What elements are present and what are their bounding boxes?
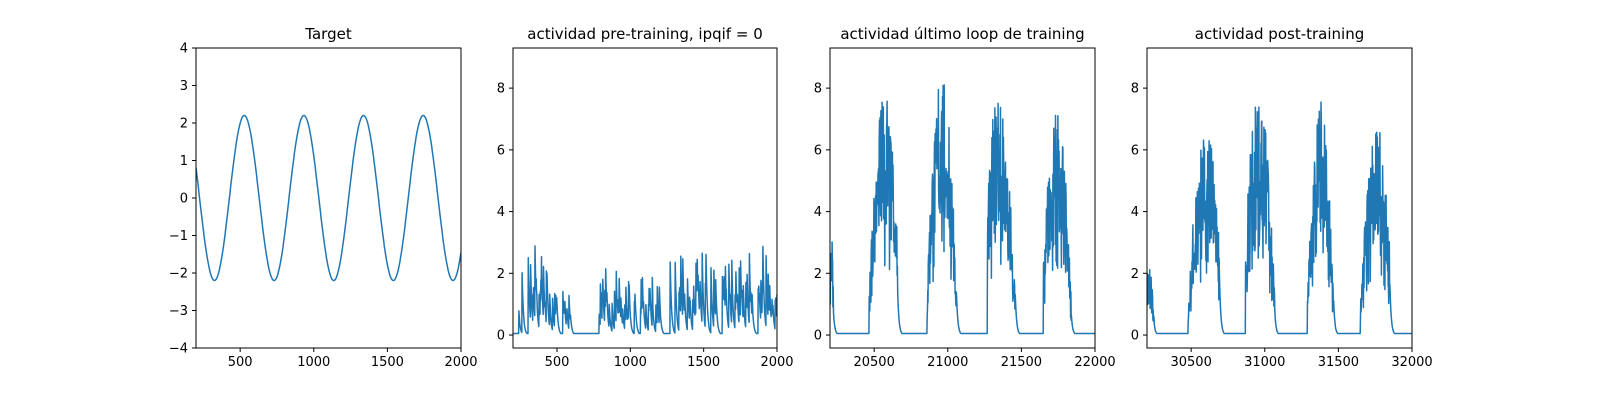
- y-tick-label: 0: [1131, 329, 1139, 344]
- y-tick-label: 3: [180, 79, 188, 94]
- y-tick-label: 2: [180, 117, 188, 132]
- panel-title: actividad último loop de training: [840, 25, 1084, 43]
- x-tick-label: 30500: [1170, 355, 1211, 370]
- x-tick-label: 500: [228, 355, 253, 370]
- x-tick-label: 1500: [371, 355, 404, 370]
- x-tick-label: 2000: [444, 355, 477, 370]
- y-tick-label: −4: [169, 342, 188, 357]
- y-tick-label: −2: [169, 267, 188, 282]
- x-tick-label: 1000: [297, 355, 330, 370]
- y-tick-label: 4: [814, 205, 822, 220]
- y-tick-label: 2: [1131, 267, 1139, 282]
- y-tick-label: 6: [1131, 143, 1139, 158]
- x-tick-label: 21500: [1001, 355, 1042, 370]
- series-line: [196, 114, 461, 282]
- panel-last-training-loop: actividad último loop de training 20500 2…: [814, 25, 1116, 370]
- x-tick-label: 2000: [760, 355, 793, 370]
- axes-frame: [512, 47, 778, 349]
- x-tick-label: 20500: [853, 355, 894, 370]
- y-tick-label: 8: [814, 82, 822, 97]
- y-tick-label: 8: [497, 82, 505, 97]
- y-tick-label: −3: [169, 304, 188, 319]
- axes-frame: [195, 47, 462, 349]
- axes-frame: [1146, 47, 1413, 349]
- panel-title: actividad pre-training, ipqif = 0: [527, 25, 763, 43]
- y-tick-label: 1: [180, 154, 188, 169]
- y-tick-label: 0: [814, 329, 822, 344]
- x-tick-label: 31000: [1244, 355, 1285, 370]
- x-tick-label: 22000: [1074, 355, 1115, 370]
- x-tick-label: 32000: [1391, 355, 1432, 370]
- panel-target: Target 500 1000 1500 2000 −4 −3 −2 −1 0 1 2 3 4: [169, 25, 478, 370]
- y-tick-label: 4: [1131, 205, 1139, 220]
- panel-title: Target: [304, 25, 352, 43]
- x-tick-label: 500: [545, 355, 570, 370]
- axes-frame: [829, 47, 1096, 349]
- y-tick-label: 2: [814, 267, 822, 282]
- panel-title: actividad post-training: [1195, 25, 1364, 43]
- y-tick-label: 0: [180, 192, 188, 207]
- y-tick-label: 6: [497, 143, 505, 158]
- series-line: [513, 245, 777, 335]
- y-tick-label: 4: [180, 42, 188, 57]
- x-tick-label: 21000: [927, 355, 968, 370]
- x-tick-label: 31500: [1318, 355, 1359, 370]
- series-line: [830, 84, 1095, 335]
- series-line: [1147, 101, 1412, 335]
- y-tick-label: 0: [497, 329, 505, 344]
- x-tick-label: 1500: [687, 355, 720, 370]
- y-tick-label: 4: [497, 205, 505, 220]
- y-tick-label: 6: [814, 143, 822, 158]
- y-tick-label: 2: [497, 267, 505, 282]
- x-tick-label: 1000: [614, 355, 647, 370]
- panel-pre-training: actividad pre-training, ipqif = 0 500 100…: [497, 25, 794, 370]
- y-tick-label: 8: [1131, 82, 1139, 97]
- y-tick-label: −1: [169, 229, 188, 244]
- panel-post-training: actividad post-training 30500 31000 31500 3…: [1131, 25, 1433, 370]
